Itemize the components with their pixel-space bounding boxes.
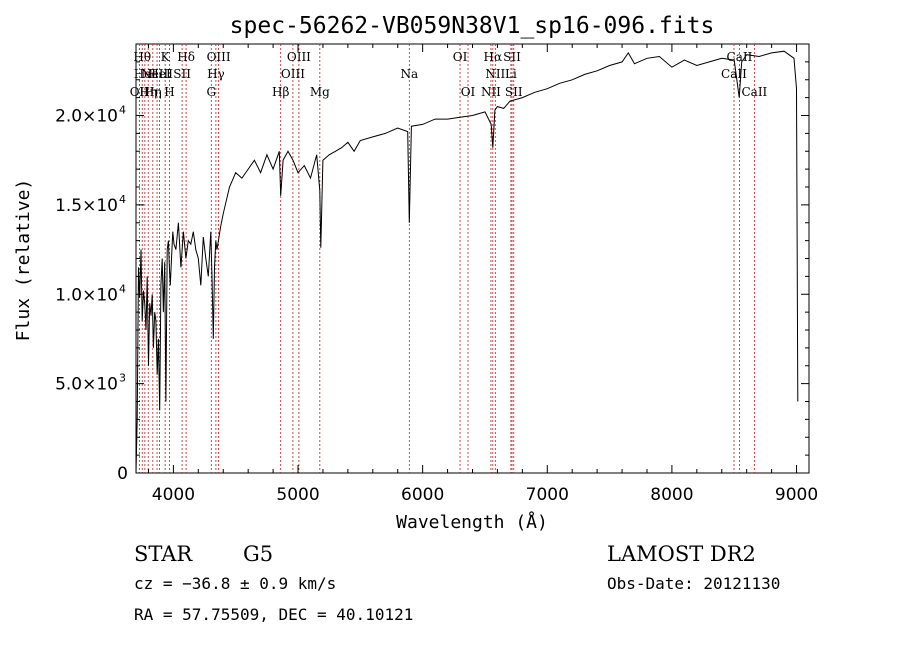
y-tick-exponent: 4	[119, 282, 126, 295]
y-axis-label: Flux (relative)	[13, 179, 34, 342]
x-tick-label: 8000	[650, 485, 693, 505]
x-axis-ticks: 4000 5000 6000 7000 8000 9000	[147, 44, 818, 505]
survey-name: LAMOST DR2	[607, 542, 756, 566]
y-tick-exponent: 4	[119, 104, 126, 117]
reference-lines	[138, 44, 755, 473]
reference-line-label: SII	[505, 85, 523, 99]
reference-line-label: Hβ	[272, 85, 289, 99]
reference-line-label: NeIII	[141, 67, 173, 81]
reference-line-label: H	[164, 85, 174, 99]
reference-line-label: G	[206, 85, 216, 99]
y-tick-label: 5.0×10	[55, 375, 118, 395]
x-tick-label: 9000	[775, 485, 818, 505]
reference-line-label: Hα	[484, 50, 503, 64]
chart-title: spec-56262-VB059N38V1_sp16-096.fits	[230, 13, 715, 39]
redshift-value: cz = −36.8 ± 0.9 km/s	[134, 574, 336, 593]
reference-line-label: Hγ	[207, 67, 225, 81]
object-subclass: G5	[243, 542, 273, 566]
x-tick-label: 6000	[401, 485, 444, 505]
reference-line-label: Na	[400, 67, 418, 81]
y-tick-exponent: 3	[119, 372, 126, 385]
reference-line-label: CaII	[741, 85, 767, 99]
reference-line-label: OIII	[281, 67, 305, 81]
reference-line-label: NII	[481, 85, 501, 99]
info-panel-right: LAMOST DR2 Obs-Date: 20121130	[607, 542, 780, 593]
reference-line-label: CaII	[727, 50, 753, 64]
reference-line-label: OI	[453, 50, 468, 64]
info-panel-left: STAR G5 cz = −36.8 ± 0.9 km/s RA = 57.75…	[134, 542, 413, 624]
spectrum-line	[135, 50, 799, 474]
reference-line-label: CaII	[721, 67, 747, 81]
y-tick-label: 1.5×10	[55, 196, 118, 216]
coordinates: RA = 57.75509, DEC = 40.10121	[134, 605, 413, 624]
object-class: STAR	[134, 542, 193, 566]
reference-line-label: Hθ	[133, 50, 151, 64]
reference-line-label: Mg	[310, 85, 330, 99]
y-tick-label: 0	[117, 464, 128, 484]
reference-line-label: Hδ	[177, 50, 195, 64]
y-tick-label: 1.0×10	[55, 285, 118, 305]
reference-line-label: SII	[173, 67, 191, 81]
reference-line-label: OII	[130, 85, 150, 99]
reference-line-label: K	[161, 50, 171, 64]
y-tick-exponent: 4	[119, 193, 126, 206]
reference-line-label: OIII	[287, 50, 311, 64]
reference-line-label: HeI	[148, 67, 171, 81]
reference-line-label: HeI	[134, 67, 157, 81]
x-tick-label: 5000	[276, 485, 319, 505]
x-tick-label: 7000	[526, 485, 569, 505]
x-axis-label: Wavelength (Å)	[396, 511, 548, 533]
reference-line-label: OIII	[207, 50, 231, 64]
y-axis-ticks: 05.0×10 31.0×10 41.5×10 42.0×10 4	[55, 61, 809, 484]
x-tick-label: 4000	[152, 485, 195, 505]
y-tick-label: 2.0×10	[55, 107, 118, 127]
plot-frame	[135, 43, 810, 474]
reference-line-label: Hη	[144, 85, 162, 99]
observation-date: Obs-Date: 20121130	[607, 574, 780, 593]
reference-line-label: Hη	[139, 85, 157, 99]
reference-line-label: OI	[461, 85, 476, 99]
reference-line-label: Li	[505, 67, 517, 81]
reference-line-label: NII	[485, 67, 505, 81]
reference-line-label: SII	[503, 50, 521, 64]
